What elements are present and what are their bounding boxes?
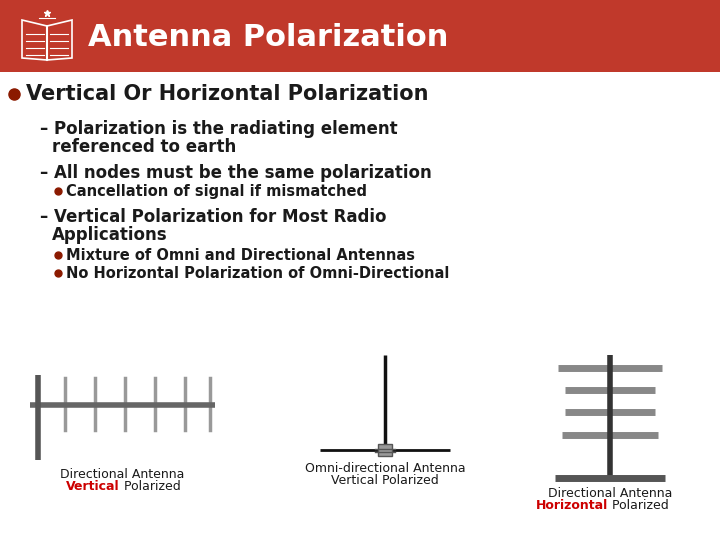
Text: – Vertical Polarization for Most Radio: – Vertical Polarization for Most Radio [40,208,387,226]
Text: Omni-directional Antenna: Omni-directional Antenna [305,462,465,475]
Text: – All nodes must be the same polarization: – All nodes must be the same polarizatio… [40,164,432,182]
Text: Cancellation of signal if mismatched: Cancellation of signal if mismatched [66,184,367,199]
Text: Vertical Or Horizontal Polarization: Vertical Or Horizontal Polarization [26,84,428,104]
Text: Applications: Applications [52,226,168,244]
Text: Polarized: Polarized [120,480,181,493]
Bar [378,444,392,456]
Text: Directional Antenna: Directional Antenna [60,468,184,481]
Text: Vertical: Vertical [66,480,120,493]
Text: Polarized: Polarized [608,499,669,512]
Text: Vertical Polarized: Vertical Polarized [331,474,439,487]
Text: – Polarization is the radiating element: – Polarization is the radiating element [40,120,397,138]
Text: referenced to earth: referenced to earth [52,138,236,156]
Text: No Horizontal Polarization of Omni-Directional: No Horizontal Polarization of Omni-Direc… [66,266,449,281]
Bar [0,0,720,72]
Text: Mixture of Omni and Directional Antennas: Mixture of Omni and Directional Antennas [66,248,415,263]
Text: Antenna Polarization: Antenna Polarization [88,24,449,52]
Text: Directional Antenna: Directional Antenna [548,487,672,500]
Text: Horizontal: Horizontal [536,499,608,512]
